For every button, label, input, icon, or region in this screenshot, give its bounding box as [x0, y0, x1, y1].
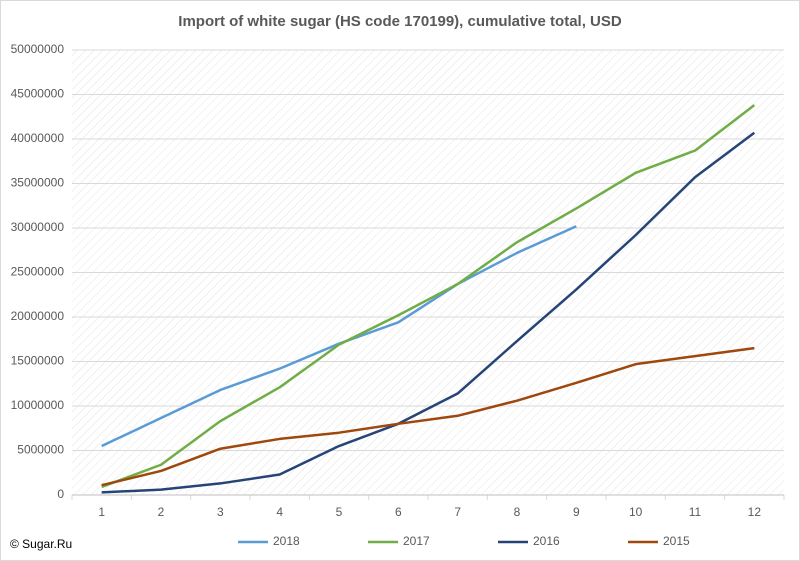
y-tick-label: 35000000 [11, 176, 65, 190]
legend-label: 2016 [533, 534, 560, 548]
source: © Sugar.Ru [10, 537, 72, 551]
x-tick-label: 10 [629, 505, 643, 519]
x-tick-label: 1 [98, 505, 105, 519]
y-tick-label: 40000000 [11, 131, 65, 145]
x-tick-label: 5 [336, 505, 343, 519]
x-tick-label: 8 [514, 505, 521, 519]
chart-title: Import of white sugar (HS code 170199), … [178, 13, 622, 30]
x-tick-label: 6 [395, 505, 402, 519]
x-tick-label: 2 [158, 505, 165, 519]
legend-label: 2017 [403, 534, 430, 548]
x-tick-label: 9 [573, 505, 580, 519]
y-tick-label: 15000000 [11, 354, 65, 368]
series-line [101, 131, 756, 494]
y-tick-label: 0 [57, 487, 64, 501]
x-tick-label: 11 [689, 505, 702, 519]
x-tick-label: 4 [276, 505, 283, 519]
x-tick-label: 7 [454, 505, 461, 519]
y-tick-label: 30000000 [11, 220, 65, 234]
y-tick-label: 10000000 [11, 398, 65, 412]
legend-label: 2015 [663, 534, 690, 548]
y-tick-label: 50000000 [11, 42, 65, 56]
series-line [101, 104, 756, 489]
y-tick-label: 5000000 [17, 443, 64, 457]
y-tick-label: 20000000 [11, 309, 65, 323]
legend-label: 2018 [273, 534, 300, 548]
y-tick-label: 45000000 [11, 87, 65, 101]
x-tick-label: 12 [748, 505, 762, 519]
y-tick-label: 25000000 [11, 265, 65, 279]
series-line [101, 346, 755, 487]
x-tick-label: 3 [217, 505, 224, 519]
